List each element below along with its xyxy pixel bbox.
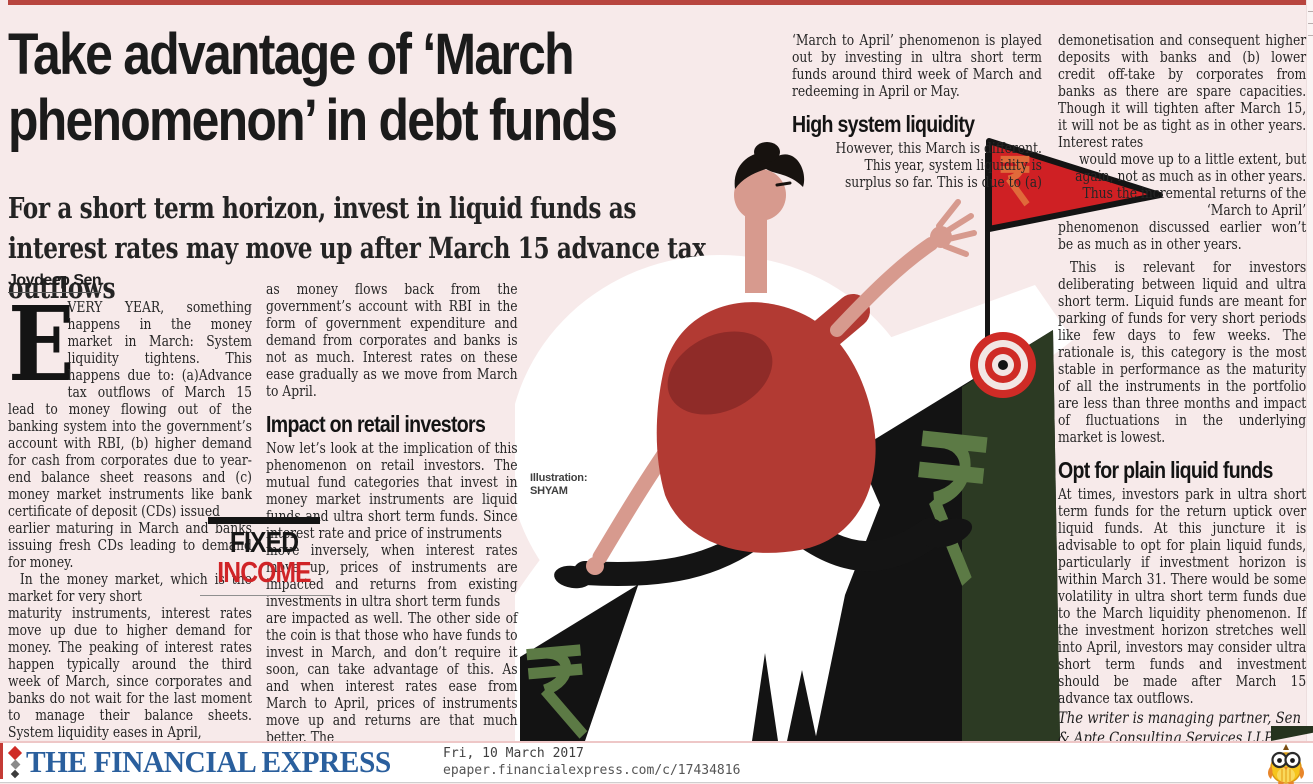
white-path xyxy=(515,285,1073,741)
body-paragraph: This is relevant for investors deliberat… xyxy=(1058,260,1307,446)
badge-line-1: FIXED xyxy=(229,527,299,559)
front-leg xyxy=(780,510,945,572)
fingers xyxy=(936,199,977,257)
shirt-shade xyxy=(667,331,773,415)
badge-bottom-rule xyxy=(200,595,332,596)
section-heading-liquid-funds: Opt for plain liquid funds xyxy=(1058,457,1273,483)
date-text: Fri, 10 March 2017 xyxy=(443,746,584,761)
fe-masthead[interactable]: THE FINANCIAL EXPRESS xyxy=(26,744,391,779)
subheadline: For a short term horizon, invest in liqu… xyxy=(8,191,706,305)
column-1: E VERY YEAR, something happens in the mon… xyxy=(8,284,252,742)
white-peak xyxy=(585,425,880,741)
footer-bar: THE FINANCIAL EXPRESS Fri, 10 March 2017… xyxy=(0,741,1313,783)
badge-line-2: INCOME xyxy=(217,557,311,589)
sleeve xyxy=(798,294,870,360)
hill-green-face xyxy=(962,330,1060,741)
body-paragraph: E VERY YEAR, something happens in the mon… xyxy=(8,284,252,520)
head xyxy=(734,169,786,221)
body-paragraph: demonetisation and consequent higher dep… xyxy=(1058,33,1307,151)
rupee-hill-icon xyxy=(908,438,987,582)
body-paragraph: ‘March to April’ phenomenon is played ou… xyxy=(792,33,1042,100)
section-heading-impact: Impact on retail investors xyxy=(266,411,486,437)
illustration-credit: Illustration: SHYAM xyxy=(530,472,588,497)
page-edge-strip xyxy=(1306,0,1313,741)
footer-accent-line xyxy=(0,743,3,779)
back-arm xyxy=(592,417,693,565)
edition-stamp: Fri, 10 March 2017 epaper.financialexpre… xyxy=(443,745,740,779)
section-heading-liquidity: High system liquidity xyxy=(792,111,975,137)
owl-mascot-icon[interactable] xyxy=(1263,744,1309,784)
body-paragraph: as money flows back from the government’… xyxy=(266,282,518,400)
rupee-hill-icon xyxy=(527,650,588,739)
top-accent-bar xyxy=(8,0,1313,5)
back-hand xyxy=(586,557,604,575)
body-paragraph: In the money market, which is the market… xyxy=(8,572,252,605)
front-shoe xyxy=(921,518,973,548)
column-2: as money flows back from the government’… xyxy=(266,282,518,747)
front-arm xyxy=(830,237,938,337)
body-paragraph: phenomenon discussed earlier won’t be as… xyxy=(1058,220,1307,253)
shirt xyxy=(656,302,876,553)
body-paragraph: At times, investors park in ultra short … xyxy=(1058,487,1307,707)
column-4: demonetisation and consequent higher dep… xyxy=(1058,33,1306,748)
body-paragraph: earlier maturing in March and banks issu… xyxy=(8,521,252,571)
badge-top-rule xyxy=(208,517,320,524)
eyebrow xyxy=(775,181,792,187)
byline: Joydeep Sen xyxy=(8,272,102,293)
body-paragraph: Now let’s look at the implication of thi… xyxy=(266,441,518,542)
back-leg xyxy=(573,528,762,587)
page-title: Take advantage of ‘March phenomenon’ in … xyxy=(8,22,618,153)
bullseye-target xyxy=(970,332,1036,398)
drop-cap: E xyxy=(8,284,75,405)
body-paragraph: are impacted as well. The other side of … xyxy=(266,611,518,746)
fixed-income-badge: FIXED INCOME xyxy=(200,517,332,596)
column-3: ‘March to April’ phenomenon is played ou… xyxy=(792,33,1042,192)
front-hand xyxy=(930,226,952,248)
body-paragraph: However, this March is different. This y… xyxy=(835,141,1042,191)
back-shoe xyxy=(554,565,592,589)
fe-logo-icon[interactable] xyxy=(7,745,23,779)
neck xyxy=(745,213,767,293)
body-paragraph: maturity instruments, interest rates mov… xyxy=(8,606,252,741)
body-paragraph: move inversely, when interest rates move… xyxy=(266,543,518,610)
epaper-url[interactable]: epaper.financialexpress.com/c/17434816 xyxy=(443,763,741,778)
black-hill xyxy=(520,330,1060,741)
body-paragraph: would move up to a little extent, but ag… xyxy=(1075,152,1307,219)
